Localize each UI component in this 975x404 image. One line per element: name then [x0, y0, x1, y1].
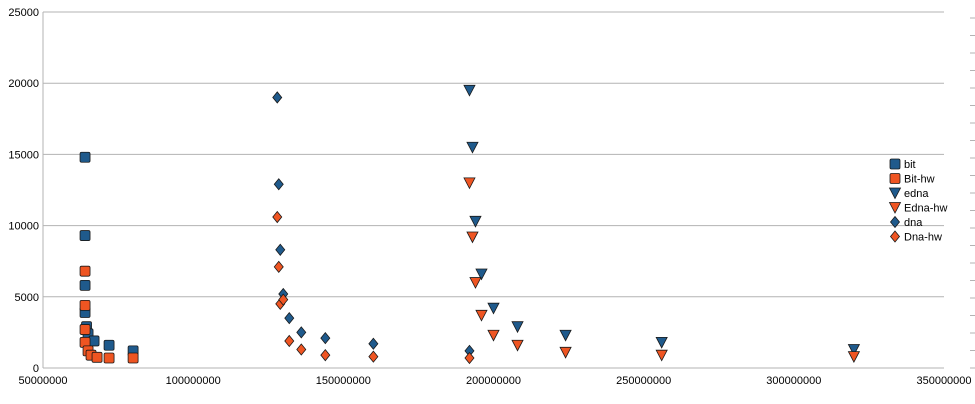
- legend: bit Bit-hw edna Edna-hw dna Dna-hw: [888, 158, 947, 244]
- data-point: [275, 243, 286, 256]
- data-point: [559, 329, 572, 342]
- data-point: [284, 312, 295, 325]
- points-layer: [79, 84, 861, 365]
- y-tick-label: 25000: [8, 7, 39, 19]
- y-tick-label: 20000: [8, 78, 39, 90]
- legend-label: Edna-hw: [904, 203, 947, 215]
- legend-item: edna: [888, 187, 929, 200]
- data-point: [278, 293, 289, 306]
- y-tick-label: 5000: [15, 292, 39, 304]
- data-point: [79, 299, 91, 311]
- data-point: [91, 351, 103, 363]
- legend-label: Dna-hw: [904, 232, 942, 244]
- data-point: [296, 326, 307, 339]
- data-point: [320, 349, 331, 362]
- legend-item: Bit-hw: [889, 173, 935, 186]
- data-point: [103, 352, 115, 364]
- data-point: [272, 91, 283, 104]
- data-point: [368, 337, 379, 350]
- data-point: [469, 277, 482, 289]
- data-point: [103, 339, 115, 351]
- legend-label: edna: [904, 188, 929, 200]
- y-tick-label: 15000: [8, 149, 39, 161]
- legend-label: dna: [904, 217, 923, 229]
- legend-label: Bit-hw: [904, 174, 935, 186]
- x-tick-label: 200000000: [466, 375, 521, 387]
- series-dna-hw: [272, 210, 475, 365]
- data-point: [79, 280, 91, 291]
- legend-marker: [889, 230, 901, 243]
- data-point: [368, 350, 379, 363]
- data-point: [847, 351, 861, 363]
- legend-item: dna: [889, 215, 923, 229]
- data-point: [475, 309, 488, 322]
- series-bit-hw: [79, 265, 139, 364]
- data-point: [463, 177, 476, 190]
- legend-item: Edna-hw: [888, 202, 947, 215]
- legend-marker: [889, 215, 901, 229]
- y-tick-label: 10000: [8, 221, 39, 233]
- legend-label: bit: [904, 159, 916, 171]
- data-point: [79, 151, 91, 163]
- data-point: [273, 260, 284, 274]
- x-tick-label: 100000000: [166, 375, 221, 387]
- axis-layer: 0 5000 10000 15000 20000 25000 50000000 1000000…: [8, 7, 971, 387]
- data-point: [466, 231, 479, 244]
- data-point: [511, 339, 524, 352]
- data-point: [487, 329, 500, 342]
- y-tick-label: 0: [33, 363, 39, 375]
- legend-marker: [889, 173, 901, 184]
- right-edge-marks: [970, 17, 975, 369]
- x-tick-label: 350000000: [916, 375, 971, 387]
- data-point: [88, 335, 100, 347]
- data-point: [469, 215, 482, 228]
- series-edna-hw: [463, 177, 861, 363]
- data-point: [511, 321, 524, 334]
- grid-layer: [43, 11, 944, 369]
- x-tick-label: 150000000: [316, 375, 371, 387]
- data-point: [559, 346, 572, 359]
- legend-item: bit: [889, 158, 916, 171]
- legend-marker: [888, 187, 902, 200]
- x-tick-label: 300000000: [766, 375, 821, 387]
- data-point: [655, 349, 668, 362]
- data-point: [296, 343, 307, 356]
- data-point: [284, 334, 295, 348]
- legend-marker: [888, 202, 902, 214]
- data-point: [847, 344, 861, 356]
- data-point: [273, 178, 284, 191]
- data-point: [475, 268, 488, 281]
- data-point: [655, 336, 668, 349]
- data-point: [79, 324, 91, 335]
- data-point: [320, 331, 331, 345]
- data-point: [127, 352, 139, 364]
- x-tick-label: 250000000: [616, 375, 671, 387]
- data-point: [487, 302, 500, 315]
- data-point: [466, 141, 479, 154]
- data-point: [464, 351, 475, 365]
- legend-marker: [889, 158, 901, 170]
- x-tick-label: 50000000: [19, 375, 68, 387]
- data-point: [463, 84, 476, 97]
- data-point: [79, 230, 91, 241]
- legend-item: Dna-hw: [889, 230, 942, 244]
- series-dna: [272, 91, 475, 358]
- series-edna: [463, 84, 861, 356]
- data-point: [272, 210, 283, 224]
- data-point: [79, 265, 91, 277]
